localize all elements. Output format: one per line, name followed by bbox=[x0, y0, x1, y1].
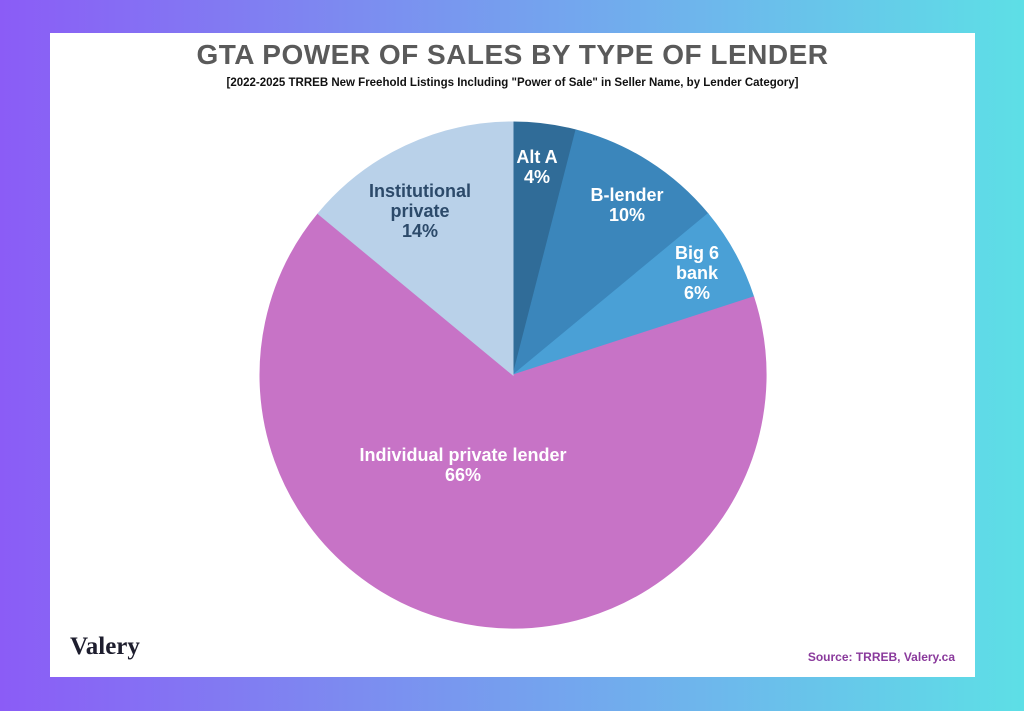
slice-label: Institutional private 14% bbox=[350, 181, 490, 241]
pie-slice bbox=[259, 213, 767, 629]
slice-value: 66% bbox=[444, 465, 482, 485]
source-note: Source: TRREB, Valery.ca bbox=[807, 650, 955, 664]
slice-value: 10% bbox=[608, 205, 646, 225]
slice-name: B-lender bbox=[590, 185, 664, 205]
slice-label: Alt A 4% bbox=[502, 147, 572, 187]
slice-value: 4% bbox=[523, 167, 550, 187]
chart-title: GTA POWER OF SALES BY TYPE OF LENDER bbox=[196, 39, 829, 70]
slice-label: Big 6 bank 6% bbox=[667, 243, 727, 303]
pie-slice bbox=[317, 121, 514, 377]
slice-label: Individual private lender 66% bbox=[333, 445, 593, 485]
slice-value: 14% bbox=[401, 221, 439, 241]
slice-name: Alt A bbox=[516, 147, 558, 167]
chart-card: GTA POWER OF SALES BY TYPE OF LENDER [20… bbox=[50, 33, 975, 677]
slice-value: 6% bbox=[683, 283, 710, 303]
chart-subtitle: [2022-2025 TRREB New Freehold Listings I… bbox=[226, 77, 799, 89]
slice-label: B-lender 10% bbox=[572, 185, 682, 225]
pie-slice bbox=[512, 129, 709, 377]
slice-name: Individual private lender bbox=[359, 445, 567, 465]
slice-name: Institutional private bbox=[369, 181, 471, 221]
pie-chart bbox=[259, 121, 767, 629]
slice-name: Big 6 bank bbox=[674, 243, 719, 283]
logo: Valery bbox=[70, 633, 140, 660]
